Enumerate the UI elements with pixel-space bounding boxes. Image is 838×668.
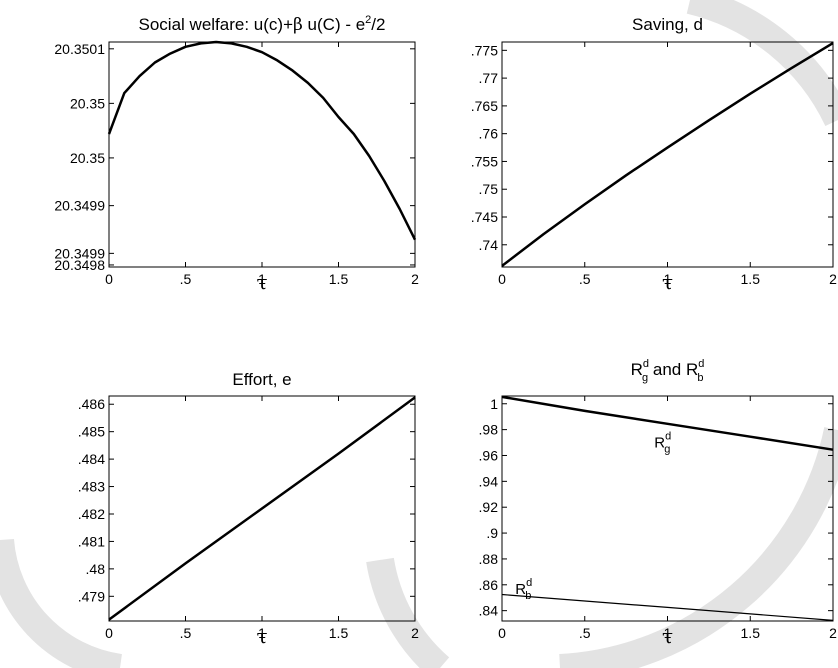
y-tick-label: .88 (479, 551, 499, 567)
y-tick-label: .486 (78, 396, 105, 412)
plot-frame (501, 41, 834, 268)
x-tick-label: 1 (664, 271, 672, 287)
x-tick-label: 2 (829, 271, 837, 287)
y-tick-label: .484 (78, 451, 105, 467)
x-tick-label: 1 (258, 271, 266, 287)
y-tick-label: .86 (479, 577, 499, 593)
x-tick-label: 0 (105, 271, 113, 287)
y-tick-label: .485 (78, 424, 105, 440)
series-line-0 (501, 42, 834, 267)
series-line-1 (501, 593, 834, 621)
x-axis-label: τ (662, 270, 673, 294)
x-axis-label: τ (256, 624, 267, 648)
chart-panels: 0.5 1 1.5 220.350120.3520.3520.349920.34992… (54, 14, 837, 648)
y-tick-label: .94 (479, 473, 499, 489)
series-line-0 (107, 40, 417, 241)
y-tick-label: .76 (479, 126, 499, 142)
chart-saving: 0 .5 1 1.5 2 .775 .77 .765 .76 .755 .75 .745 .74 Savi… (471, 15, 837, 294)
x-axis-label: τ (256, 270, 267, 294)
x-tick-label: 0 (105, 625, 113, 641)
chart-welfare: 0.5 1 1.5 220.350120.3520.3520.349920.34992… (54, 14, 419, 294)
y-tick-label: .75 (479, 181, 499, 197)
x-tick-label: .5 (579, 271, 591, 287)
x-tick-label: 2 (829, 625, 837, 641)
y-tick-label: .9 (486, 525, 498, 541)
chart-title: Rd g and Rd b (631, 358, 705, 384)
x-tick-label: .5 (579, 625, 591, 641)
x-tick-label: 1 (664, 625, 672, 641)
x-tick-label: 1.5 (329, 625, 349, 641)
x-tick-label: 1 (258, 625, 266, 641)
watermark-arc-0 (686, 0, 838, 127)
y-tick-label: .482 (78, 506, 105, 522)
watermark-arc-3 (366, 557, 450, 668)
y-tick-label: 20.3501 (54, 41, 105, 57)
chart-title: Social welfare: u(c)+β u(C) - e2/2 (139, 14, 386, 35)
y-tick-label: .755 (471, 153, 498, 169)
chart-title: Effort, e (232, 370, 291, 389)
series-line-0 (501, 395, 834, 451)
y-tick-label: 20.3498 (54, 257, 105, 273)
chart-title: Saving, d (632, 15, 703, 34)
y-tick-label: .483 (78, 479, 105, 495)
y-tick-label: .77 (479, 70, 499, 86)
y-tick-label: .96 (479, 447, 499, 463)
x-tick-label: 2 (411, 271, 419, 287)
x-tick-label: 0 (498, 625, 506, 641)
watermark-arc-1 (559, 427, 838, 668)
x-tick-label: .5 (180, 625, 192, 641)
series-label-1: Rd b (515, 577, 532, 602)
x-axis-label: τ (662, 624, 673, 648)
series-line-0 (108, 396, 416, 621)
y-tick-label: 1 (490, 396, 498, 412)
x-tick-label: 2 (411, 625, 419, 641)
x-tick-label: 1.5 (741, 271, 761, 287)
y-tick-label: .84 (479, 603, 499, 619)
x-tick-label: 1.5 (741, 625, 761, 641)
y-tick-label: .745 (471, 209, 498, 225)
y-tick-label: 20.3499 (54, 198, 105, 214)
chart-returns: 0 .5 1 1.5 2 1 .98 .96 .94 .92 .9 .88 .86 .84 Rd g and … (479, 358, 838, 648)
y-tick-label: .775 (471, 42, 498, 58)
y-tick-label: 20.35 (70, 95, 105, 111)
y-tick-label: .481 (78, 533, 105, 549)
y-tick-label: 20.35 (70, 150, 105, 166)
chart-effort: 0 .5 1 1.5 2 .486 .485 .484 .483 .482 .481 .48 .479 E… (78, 370, 419, 648)
y-tick-label: .92 (479, 499, 499, 515)
series-label-0: Rd g (654, 431, 671, 456)
x-tick-label: 0 (498, 271, 506, 287)
watermark-arc-2 (0, 538, 123, 668)
y-tick-label: .765 (471, 98, 498, 114)
y-tick-label: .98 (479, 422, 499, 438)
x-tick-label: .5 (180, 271, 192, 287)
y-tick-label: 20.3499 (54, 245, 105, 261)
x-tick-label: 1.5 (329, 271, 349, 287)
y-tick-label: .479 (78, 588, 105, 604)
y-tick-label: .74 (479, 237, 499, 253)
y-tick-label: .48 (86, 561, 106, 577)
